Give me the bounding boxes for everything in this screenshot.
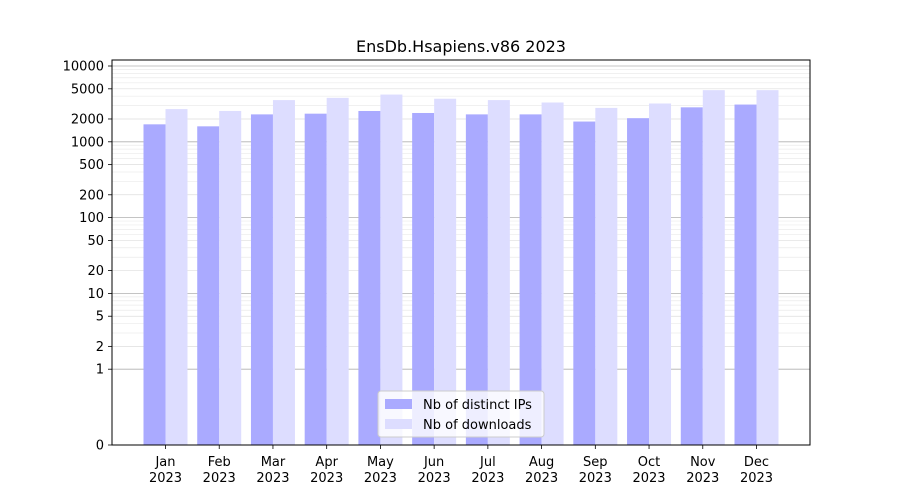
y-tick-label: 5 bbox=[96, 310, 104, 325]
legend-label: Nb of downloads bbox=[423, 418, 532, 433]
y-tick-label: 100 bbox=[79, 211, 104, 226]
bar-distinct-ips-3 bbox=[304, 113, 327, 446]
bar-distinct-ips-2 bbox=[250, 114, 273, 446]
axes-layer: Jan 2023 Feb 2023 Mar 2023 Apr 2023 May 2023 Jun 20… bbox=[63, 59, 811, 486]
y-tick-label: 200 bbox=[79, 188, 104, 203]
y-tick-label: 2 bbox=[96, 340, 104, 355]
x-tick-label: Jun 2023 bbox=[418, 455, 451, 486]
y-tick-label: 10000 bbox=[63, 60, 104, 75]
bar-downloads-1 bbox=[219, 110, 242, 446]
bar-downloads-7 bbox=[541, 102, 564, 446]
plot-frame bbox=[111, 59, 811, 446]
x-tick-label: Oct 2023 bbox=[632, 455, 665, 486]
bars-layer bbox=[143, 90, 779, 446]
x-tick-label: Nov 2023 bbox=[686, 455, 719, 486]
bar-downloads-9 bbox=[649, 103, 672, 445]
bar-downloads-6 bbox=[487, 100, 510, 446]
legend: Nb of distinct IPs Nb of downloads bbox=[377, 390, 545, 438]
y-tick-label: 0 bbox=[96, 439, 104, 454]
bar-downloads-2 bbox=[272, 100, 295, 446]
bar-downloads-10 bbox=[702, 90, 725, 446]
bar-distinct-ips-1 bbox=[197, 126, 220, 445]
x-tick-label: Jul 2023 bbox=[471, 455, 504, 486]
bar-downloads-5 bbox=[434, 98, 457, 445]
legend-swatch bbox=[385, 399, 412, 409]
x-tick-label: Dec 2023 bbox=[740, 455, 773, 486]
legend-swatch bbox=[385, 419, 412, 429]
y-tick-label: 500 bbox=[79, 158, 104, 173]
x-tick-label: Jan 2023 bbox=[149, 455, 182, 486]
x-tick-label: Sep 2023 bbox=[579, 455, 612, 486]
chart-title: EnsDb.Hsapiens.v86 2023 bbox=[356, 37, 566, 56]
bar-downloads-11 bbox=[756, 90, 779, 446]
legend-label: Nb of distinct IPs bbox=[423, 398, 532, 413]
y-tick-label: 20 bbox=[87, 264, 104, 279]
y-tick-label: 5000 bbox=[71, 82, 104, 97]
x-tick-label: Mar 2023 bbox=[256, 455, 289, 486]
bar-downloads-0 bbox=[165, 109, 188, 446]
legend-box bbox=[377, 390, 545, 438]
bar-distinct-ips-4 bbox=[358, 110, 381, 446]
bar-distinct-ips-5 bbox=[412, 112, 435, 445]
bar-distinct-ips-8 bbox=[573, 121, 596, 445]
y-tick-label: 2000 bbox=[71, 112, 104, 127]
bar-distinct-ips-7 bbox=[519, 114, 542, 446]
bar-distinct-ips-11 bbox=[734, 104, 757, 446]
y-tick-label: 1000 bbox=[71, 135, 104, 150]
x-tick-label: Apr 2023 bbox=[310, 455, 343, 486]
y-tick-label: 50 bbox=[87, 234, 104, 249]
bar-distinct-ips-10 bbox=[680, 107, 703, 445]
bar-distinct-ips-9 bbox=[627, 118, 650, 445]
bar-distinct-ips-6 bbox=[465, 114, 488, 446]
x-tick-label: Aug 2023 bbox=[525, 455, 558, 486]
y-tick-label: 10 bbox=[87, 287, 104, 302]
x-tick-label: May 2023 bbox=[364, 455, 397, 486]
bar-downloads-4 bbox=[380, 94, 403, 445]
y-tick-label: 1 bbox=[96, 363, 104, 378]
x-tick-label: Feb 2023 bbox=[203, 455, 236, 486]
bar-downloads-3 bbox=[326, 97, 349, 445]
bar-distinct-ips-0 bbox=[143, 124, 166, 445]
bar-downloads-8 bbox=[595, 107, 618, 446]
